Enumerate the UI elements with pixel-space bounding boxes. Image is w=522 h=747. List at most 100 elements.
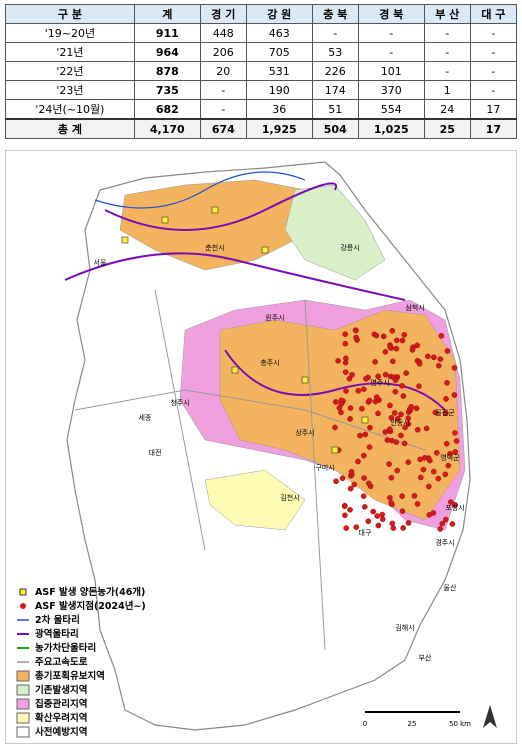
row: '19~20년 911 448 463- - - - [5,23,518,43]
row: '21년 964 206 705 53- - - [5,42,518,62]
asf-farm [161,216,169,224]
cell: - [423,42,471,62]
cell: 554 [357,99,425,120]
asf-point [400,525,406,531]
cell: 24 [423,99,471,120]
asf-farm [361,416,369,424]
asf-farm [231,366,239,374]
total-cell: 4,170 [133,118,201,139]
asf-point [347,416,353,422]
place-label: 구미시 [315,463,334,472]
asf-point [392,388,399,395]
legend-swatch [16,698,30,710]
cell: '22년 [5,61,135,81]
cell: 448 [199,23,247,43]
cell: '21년 [5,42,135,62]
asf-point [362,504,368,510]
cell: - [469,80,518,100]
asf-point [431,354,437,361]
asf-point [382,349,389,355]
place-label: 세종 [139,413,152,422]
asf-point [349,371,355,378]
place-label: 안동시 [390,418,409,427]
asf-point [394,467,401,474]
cell: 735 [133,80,201,100]
asf-point [443,440,450,447]
header-cell: 대 구 [469,4,518,24]
asf-point [434,450,440,456]
asf-point [370,508,376,515]
asf-point [357,432,363,439]
asf-point [362,431,369,438]
asf-point [359,405,365,412]
header-cell: 경 기 [199,4,247,24]
header-cell: 부 산 [423,4,471,24]
asf-farm [211,206,219,214]
cell: 682 [133,99,201,120]
asf-point [380,333,387,340]
asf-point [386,461,392,467]
legend-swatch [16,670,30,682]
asf-point [453,438,460,444]
asf-point [394,416,401,422]
place-label: 상주시 [295,428,314,437]
asf-point [408,404,415,410]
place-label: 울진군 [435,408,455,417]
asf-point [435,475,442,482]
legend-swatch [16,712,30,724]
asf-point [353,524,360,530]
place-label: 원주시 [265,313,284,322]
asf-point [452,430,458,436]
asf-point [360,386,367,393]
cell: 174 [311,80,359,100]
cell: '19~20년 [5,23,135,43]
asf-point [342,331,349,338]
asf-point [452,502,458,508]
asf-point [388,415,395,421]
asf-point [341,503,348,510]
row: '24년(~10월) 682-36 51 554 24 17 [5,99,518,120]
asf-point [346,375,353,382]
asf-point [335,358,341,364]
legend-label: 사전예방지역 [35,726,87,738]
asf-point [348,468,355,475]
cell: 20 [199,61,247,81]
place-label: 청주시 [170,399,189,407]
asf-point [343,355,349,362]
scale-label: 50 km [449,720,471,728]
legend-label: 확산우려지역 [35,712,87,724]
asf-point [447,451,453,457]
asf-point [343,388,349,394]
legend-label: ASF 발생 양돈농가(46개) [35,586,145,598]
asf-point [384,437,391,443]
legend-label: 주요고속도로 [35,656,88,668]
asf-point [416,360,423,367]
wide-fence [224,349,446,411]
header-cell: 강 원 [245,4,313,24]
asf-point [390,525,397,531]
cell: - [469,23,518,43]
asf-point [416,383,422,389]
asf-point [420,466,427,473]
cell: 531 [245,61,313,81]
place-label: 영주시 [370,378,389,387]
asf-point [451,392,458,398]
asf-point [425,353,431,360]
cell: - [357,23,425,43]
place-label: 춘천시 [205,243,224,252]
cell: 226 [311,61,359,81]
cell: - [469,61,518,81]
cell: - [357,42,425,62]
asf-point [399,508,406,515]
total-cell: 25 [423,118,471,139]
asf-point [437,356,444,362]
asf-point [389,437,395,444]
legend-label: 총기포획유보지역 [35,670,105,682]
asf-point [426,512,433,518]
asf-point [399,383,405,389]
asf-point [388,474,395,481]
asf-point [351,481,357,488]
legend-swatch [16,726,30,738]
asf-point [338,397,345,404]
